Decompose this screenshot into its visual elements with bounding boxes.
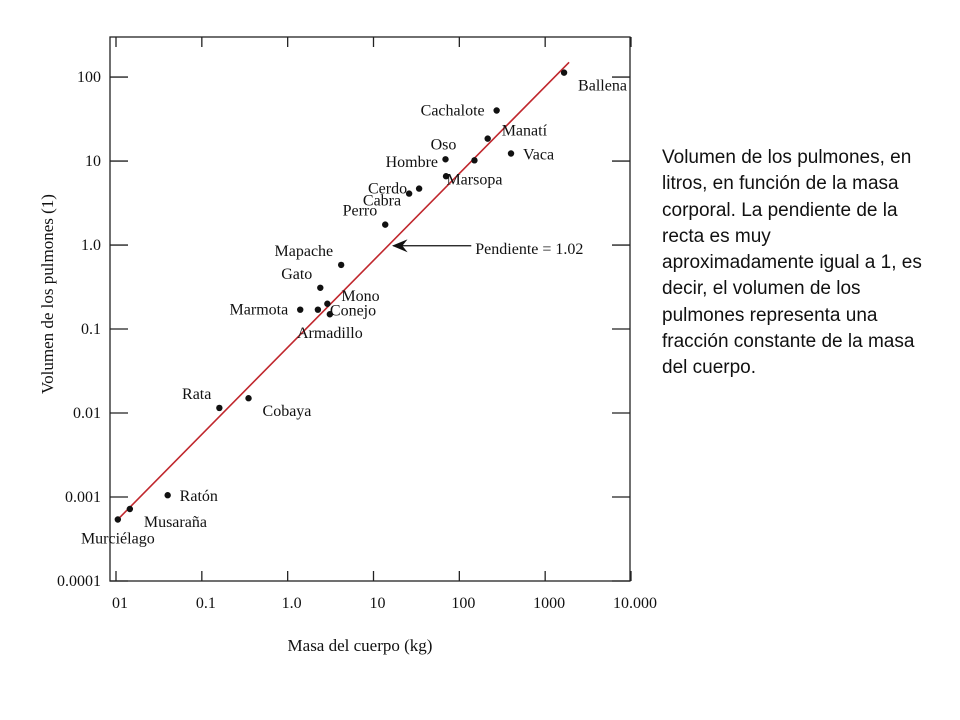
data-points: Ballena Cachalote Manatí Vaca Oso Marsopa Homb… xyxy=(81,69,627,547)
data-point-armadillo xyxy=(326,311,334,318)
data-point-gato xyxy=(317,284,324,291)
point-label-armadillo: Armadillo xyxy=(297,325,363,342)
point-label-vaca: Vaca xyxy=(523,147,554,164)
data-point-rata xyxy=(216,404,223,412)
point-label-oso: Oso xyxy=(431,136,457,153)
y-tick-label: 0.001 xyxy=(65,489,101,506)
slope-annotation: Pendiente = 1.02 xyxy=(391,239,583,258)
y-tick-label: 100 xyxy=(77,69,101,86)
data-point-marsopa xyxy=(471,157,478,164)
point-label-conejo: Conejo xyxy=(330,303,376,320)
point-label-raton: Ratón xyxy=(180,488,218,505)
point-label-marsopa: Marsopa xyxy=(446,171,502,188)
point-label-ballena: Ballena xyxy=(578,78,627,95)
point-label-manati: Manatí xyxy=(502,123,548,140)
data-point-perro xyxy=(382,221,389,228)
figure-caption: Volumen de los pulmones, en litros, en f… xyxy=(662,147,922,379)
x-tick-label: 1.0 xyxy=(282,595,302,612)
y-tick-label: 0.1 xyxy=(81,321,101,338)
data-point-oso xyxy=(442,156,449,163)
point-label-marmota: Marmota xyxy=(230,302,289,319)
data-point-cobaya xyxy=(245,395,252,402)
data-point-ballena xyxy=(560,69,568,76)
point-label-mono: Mono xyxy=(341,288,379,305)
y-tick-label: 1.0 xyxy=(81,237,101,254)
y-tick-label: 10 xyxy=(85,153,101,170)
data-point-musarana xyxy=(126,505,134,513)
data-point-conejo xyxy=(314,306,322,313)
point-label-cobaya: Cobaya xyxy=(263,403,312,420)
data-point-raton xyxy=(164,492,171,499)
data-point-cabra xyxy=(405,190,413,197)
data-point-cerdo xyxy=(415,185,423,192)
data-point-marmota xyxy=(297,306,304,313)
point-label-murcielago: Murciélago xyxy=(81,530,155,547)
fit-line xyxy=(117,61,570,521)
point-label-gato: Gato xyxy=(281,266,312,283)
x-tick-label: 1000 xyxy=(533,595,565,612)
x-tick-label: 10.000 xyxy=(613,595,657,612)
x-tick-label: 01 xyxy=(112,595,128,612)
data-point-cachalote xyxy=(493,107,500,114)
x-axis-title: Masa del cuerpo (kg) xyxy=(288,636,433,655)
y-tick-label: 0.0001 xyxy=(57,573,101,590)
data-point-vaca xyxy=(507,150,515,157)
x-tick-label: 10 xyxy=(370,595,386,612)
point-label-musarana: Musaraña xyxy=(144,514,207,531)
point-label-cachalote: Cachalote xyxy=(421,102,485,119)
y-axis-title: Volumen de los pulmones (1) xyxy=(38,194,57,394)
plot-frame xyxy=(109,36,631,582)
data-point-mono xyxy=(324,300,331,307)
data-point-hombre xyxy=(442,173,450,180)
point-label-cerdo: Cerdo xyxy=(368,181,407,198)
x-axis-ticks: 01 0.1 1.0 10 100 1000 10.000 xyxy=(112,37,657,612)
point-label-hombre: Hombre xyxy=(386,154,438,171)
point-label-cabra: Cabra xyxy=(363,193,401,210)
data-point-mapache xyxy=(337,261,345,269)
y-axis-ticks: 0.0001 0.001 0.01 0.1 1.0 10 100 xyxy=(57,69,630,590)
point-label-perro: Perro xyxy=(343,203,378,220)
x-tick-label: 100 xyxy=(451,595,475,612)
point-label-rata: Rata xyxy=(182,386,211,403)
slope-annotation-text: Pendiente = 1.02 xyxy=(475,241,583,258)
point-label-mapache: Mapache xyxy=(275,243,334,260)
data-point-murcielago xyxy=(114,516,122,523)
x-tick-label: 0.1 xyxy=(196,595,216,612)
y-tick-label: 0.01 xyxy=(73,405,101,422)
data-point-manati xyxy=(484,135,491,142)
